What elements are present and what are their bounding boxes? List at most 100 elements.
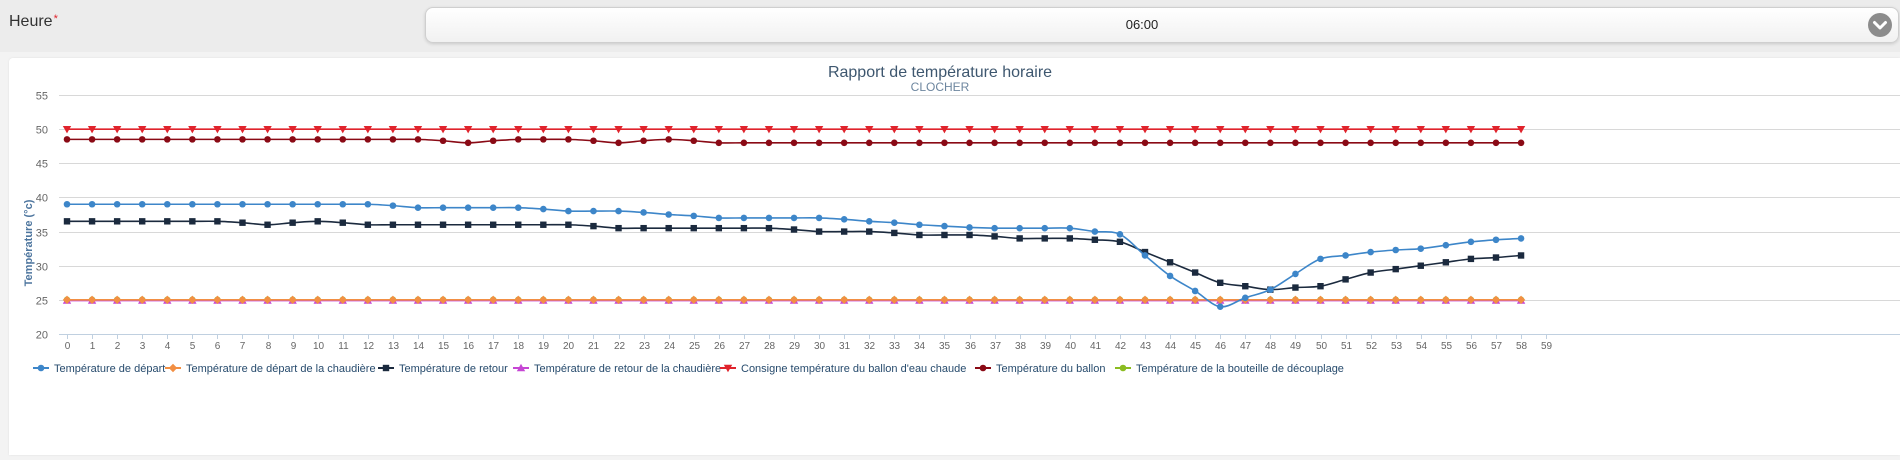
hour-select-value: 06:00 bbox=[1125, 17, 1159, 32]
x-tick-label: 37 bbox=[990, 341, 1002, 352]
data-point-consigne-temperature-du-ballon-d-eau-chaude bbox=[940, 125, 949, 134]
data-point-temperature-de-retour bbox=[389, 221, 397, 228]
x-tick-label: 35 bbox=[939, 341, 951, 352]
data-point-temperature-de-depart bbox=[1292, 270, 1299, 278]
data-point-consigne-temperature-du-ballon-d-eau-chaude bbox=[1516, 125, 1526, 134]
data-point-temperature-de-retour bbox=[239, 219, 246, 226]
x-tick-label: 27 bbox=[739, 341, 751, 352]
legend-item-temperature-de-retour-de-la-chaudiere[interactable]: Température de retour de la chaudière bbox=[513, 363, 721, 375]
data-point-temperature-de-depart bbox=[1267, 286, 1274, 293]
series-temperature-de-depart bbox=[63, 200, 1525, 310]
x-tick-label: 47 bbox=[1240, 341, 1252, 352]
legend-marker-consigne-temperature-du-ballon-d-eau-chaude bbox=[723, 364, 733, 373]
data-point-consigne-temperature-du-ballon-d-eau-chaude bbox=[1316, 125, 1325, 134]
data-point-temperature-de-depart bbox=[865, 218, 873, 225]
data-point-temperature-du-ballon bbox=[966, 139, 973, 147]
legend-marker-temperature-de-la-bouteille-de-decouplage bbox=[1119, 364, 1127, 372]
data-point-temperature-du-ballon bbox=[1267, 139, 1274, 147]
chevron-down-icon[interactable] bbox=[1868, 13, 1892, 37]
data-point-temperature-de-retour bbox=[565, 221, 572, 228]
series-consigne-temperature-du-ballon-d-eau-chaude bbox=[62, 125, 1526, 134]
data-point-consigne-temperature-du-ballon-d-eau-chaude bbox=[789, 125, 799, 134]
data-point-consigne-temperature-du-ballon-d-eau-chaude bbox=[213, 125, 222, 134]
data-point-temperature-du-ballon bbox=[113, 136, 121, 143]
data-point-temperature-du-ballon bbox=[590, 137, 597, 145]
x-tick-label: 59 bbox=[1541, 341, 1553, 352]
x-tick-label: 8 bbox=[266, 341, 272, 352]
data-point-temperature-du-ballon bbox=[464, 139, 472, 147]
data-point-temperature-de-retour bbox=[966, 231, 973, 239]
legend-marker-temperature-de-depart bbox=[37, 364, 45, 372]
legend-item-temperature-de-depart[interactable]: Température de départ bbox=[33, 363, 165, 375]
data-point-temperature-de-retour bbox=[414, 221, 422, 228]
x-tick-label: 29 bbox=[789, 341, 801, 352]
x-tick-label: 14 bbox=[413, 341, 425, 352]
hour-select[interactable]: 06:00 bbox=[425, 7, 1899, 43]
data-point-temperature-de-retour bbox=[1517, 252, 1525, 259]
data-point-temperature-de-retour bbox=[164, 218, 171, 225]
data-point-temperature-de-retour bbox=[264, 221, 271, 228]
data-point-temperature-de-retour bbox=[1116, 238, 1124, 246]
legend-label-temperature-de-depart: Température de départ bbox=[54, 363, 165, 375]
data-point-temperature-du-ballon bbox=[1091, 139, 1099, 147]
chart-series bbox=[62, 125, 1526, 310]
data-point-temperature-de-depart bbox=[1342, 252, 1349, 259]
legend-marker-temperature-de-retour bbox=[382, 364, 390, 372]
data-point-temperature-de-retour bbox=[1091, 236, 1099, 243]
data-point-temperature-du-ballon bbox=[665, 136, 672, 143]
data-point-temperature-du-ballon bbox=[289, 136, 296, 143]
x-tick-label: 0 bbox=[65, 341, 71, 352]
data-point-consigne-temperature-du-ballon-d-eau-chaude bbox=[87, 125, 97, 134]
data-point-temperature-de-retour bbox=[289, 219, 296, 226]
legend-item-consigne-temperature-du-ballon-d-eau-chaude[interactable]: Consigne température du ballon d'eau cha… bbox=[720, 363, 966, 375]
legend-item-temperature-de-retour[interactable]: Température de retour bbox=[378, 363, 508, 375]
data-point-temperature-du-ballon bbox=[489, 137, 497, 145]
x-tick-label: 25 bbox=[689, 341, 701, 352]
data-point-consigne-temperature-du-ballon-d-eau-chaude bbox=[438, 125, 448, 134]
legend-label-temperature-de-depart-de-la-chaudiere: Température de départ de la chaudière bbox=[186, 363, 376, 375]
data-point-consigne-temperature-du-ballon-d-eau-chaude bbox=[739, 125, 749, 134]
legend-item-temperature-du-ballon[interactable]: Température du ballon bbox=[975, 363, 1105, 375]
data-point-temperature-du-ballon bbox=[991, 139, 998, 147]
y-tick-label: 45 bbox=[36, 159, 48, 171]
data-point-consigne-temperature-du-ballon-d-eau-chaude bbox=[1291, 125, 1300, 134]
x-tick-label: 19 bbox=[538, 341, 550, 352]
data-point-temperature-de-depart bbox=[1091, 228, 1099, 235]
data-point-temperature-de-depart bbox=[264, 200, 271, 208]
data-point-temperature-de-depart bbox=[690, 212, 698, 220]
hour-field-label: Heure* bbox=[9, 13, 58, 31]
x-tick-label: 45 bbox=[1190, 341, 1202, 352]
data-point-consigne-temperature-du-ballon-d-eau-chaude bbox=[1015, 125, 1024, 134]
data-point-temperature-de-retour bbox=[1016, 235, 1023, 242]
data-point-temperature-de-depart bbox=[1116, 231, 1124, 238]
data-point-temperature-de-retour bbox=[665, 224, 672, 232]
data-point-temperature-de-retour bbox=[891, 229, 898, 237]
data-point-temperature-de-retour bbox=[866, 228, 873, 235]
data-point-consigne-temperature-du-ballon-d-eau-chaude bbox=[589, 125, 598, 134]
data-point-consigne-temperature-du-ballon-d-eau-chaude bbox=[1165, 125, 1175, 134]
data-point-temperature-du-ballon bbox=[138, 136, 146, 143]
data-point-temperature-de-depart bbox=[1141, 252, 1149, 259]
data-point-temperature-de-retour bbox=[1141, 248, 1149, 256]
legend-label-temperature-de-la-bouteille-de-decouplage: Température de la bouteille de découplag… bbox=[1136, 363, 1344, 375]
data-point-temperature-de-retour bbox=[640, 224, 647, 232]
legend-item-temperature-de-la-bouteille-de-decouplage[interactable]: Température de la bouteille de découplag… bbox=[1115, 363, 1344, 375]
data-point-temperature-de-retour bbox=[1041, 235, 1048, 242]
data-point-temperature-de-depart bbox=[1492, 236, 1500, 244]
data-point-consigne-temperature-du-ballon-d-eau-chaude bbox=[1366, 125, 1375, 134]
data-point-temperature-de-depart bbox=[1517, 235, 1525, 242]
hour-label-text: Heure bbox=[9, 13, 53, 30]
data-point-temperature-de-retour bbox=[364, 221, 372, 228]
data-point-temperature-de-retour bbox=[715, 224, 723, 232]
legend-marker-temperature-du-ballon bbox=[979, 364, 987, 372]
data-point-consigne-temperature-du-ballon-d-eau-chaude bbox=[564, 125, 573, 134]
x-tick-label: 42 bbox=[1115, 341, 1127, 352]
x-tick-label: 20 bbox=[563, 341, 575, 352]
data-point-temperature-de-retour bbox=[840, 228, 848, 235]
y-axis-label: Température (°c) bbox=[23, 199, 35, 286]
legend-item-temperature-de-depart-de-la-chaudiere[interactable]: Température de départ de la chaudière bbox=[165, 363, 376, 375]
x-tick-label: 4 bbox=[165, 341, 171, 352]
data-point-temperature-de-retour bbox=[815, 228, 823, 235]
data-point-temperature-du-ballon bbox=[264, 136, 271, 143]
data-point-temperature-de-depart-de-la-chaudiere bbox=[865, 295, 874, 305]
